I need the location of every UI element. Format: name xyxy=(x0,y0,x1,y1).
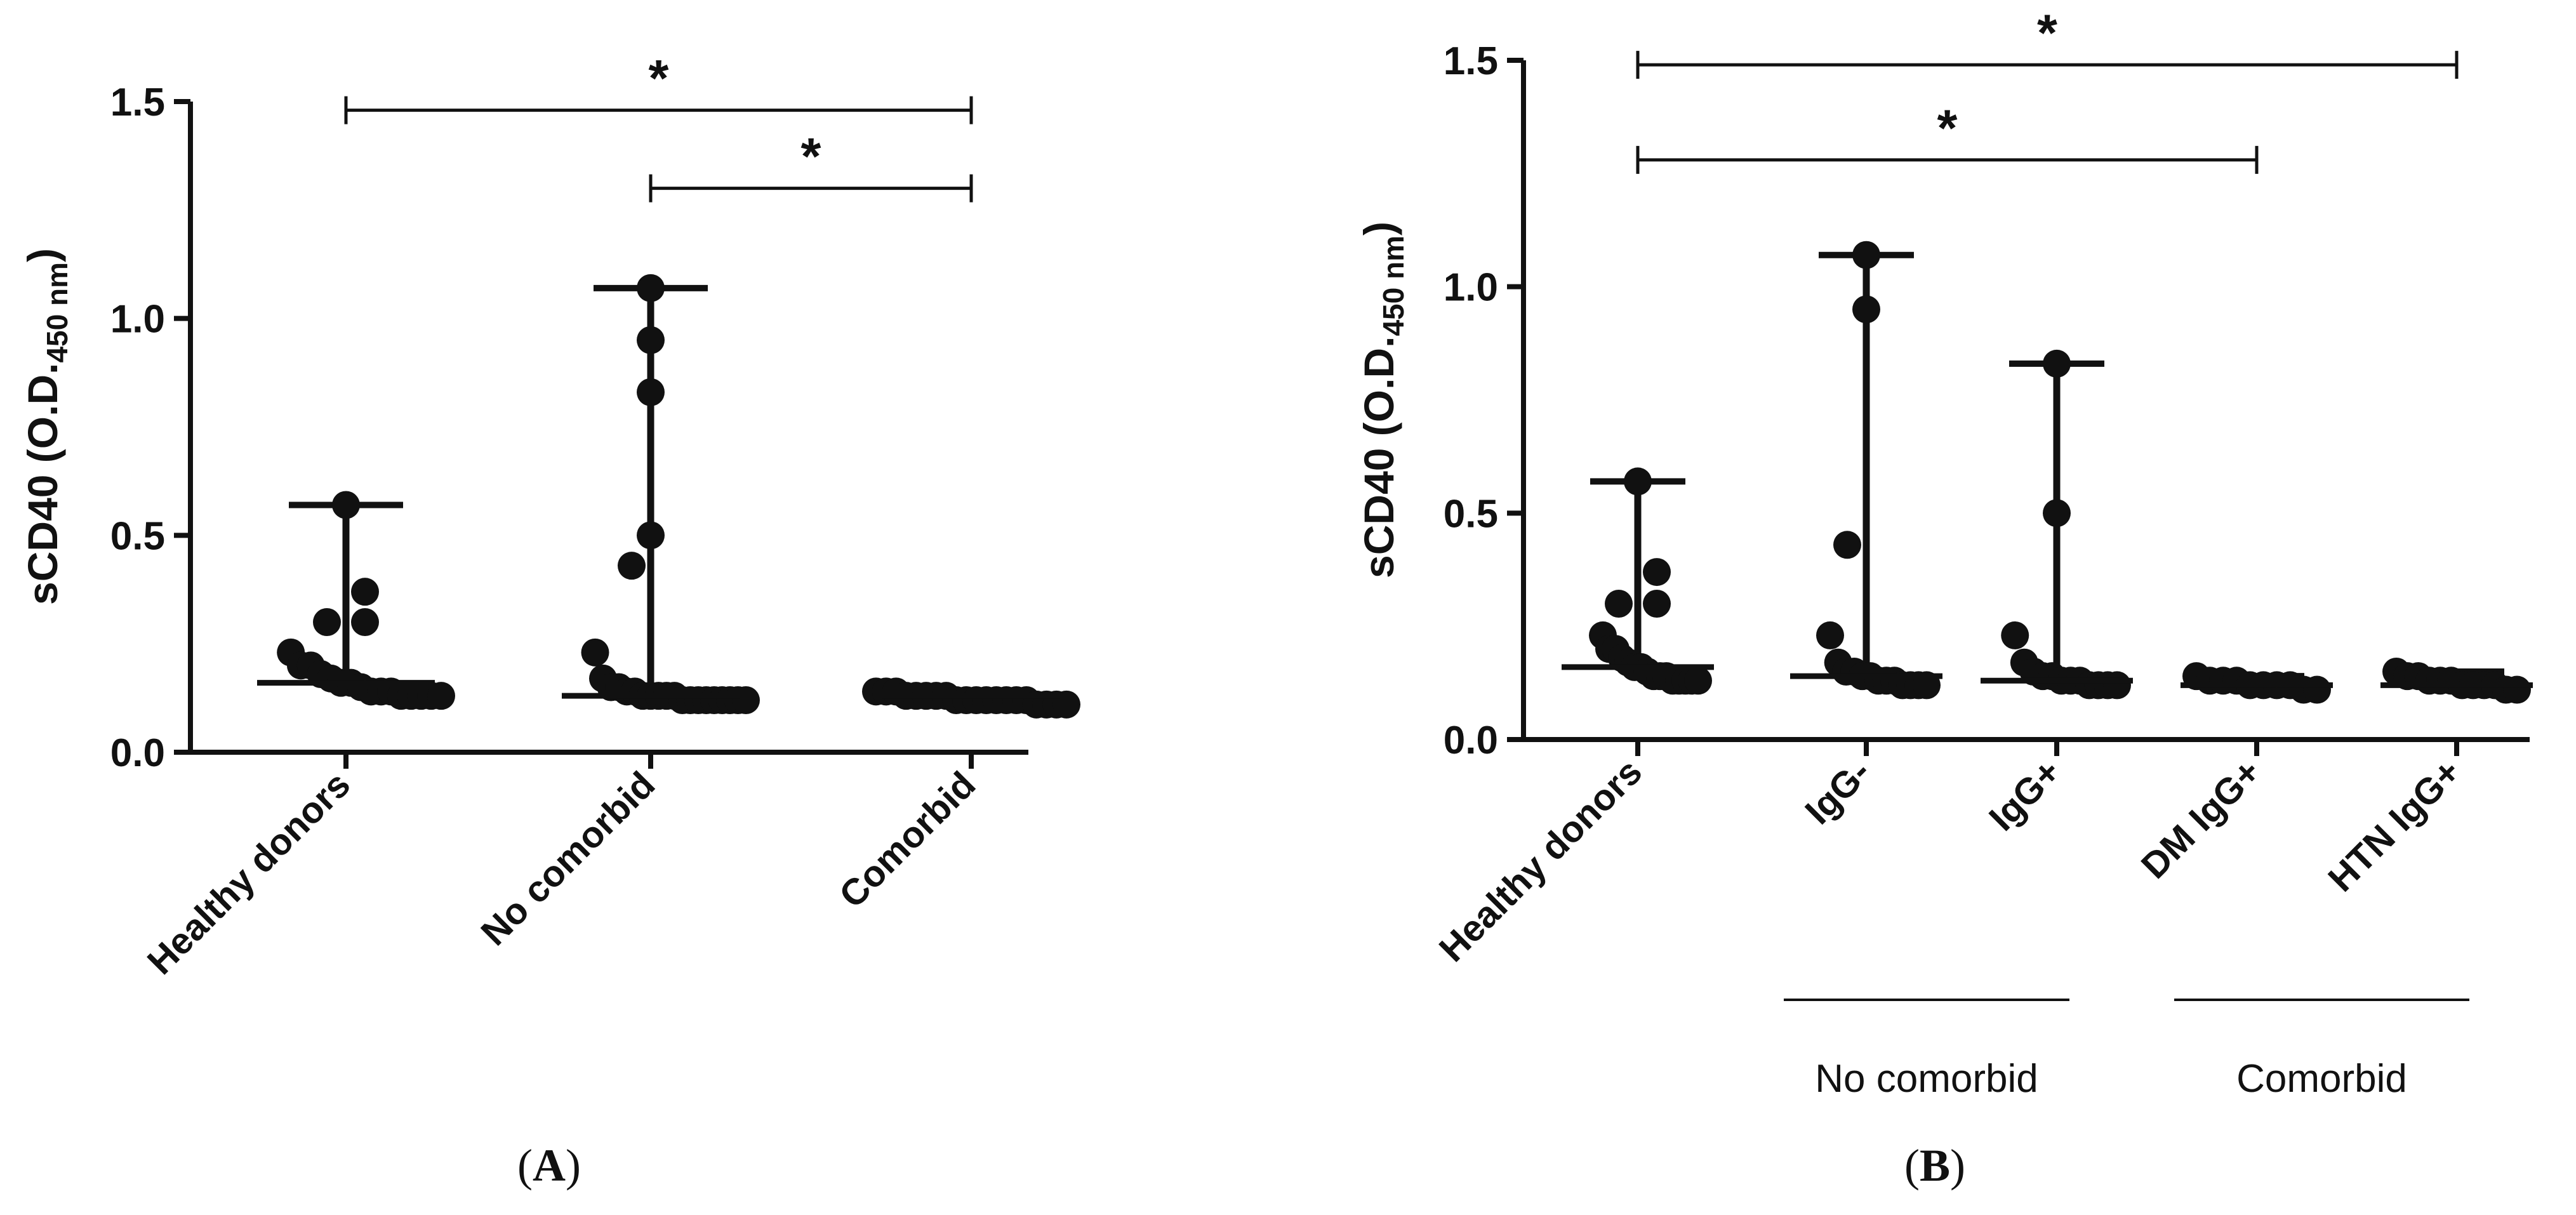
data-point xyxy=(637,326,665,354)
data-point xyxy=(2303,675,2331,704)
x-category-label: Healthy donors xyxy=(140,764,358,982)
y-tick-label: 0.5 xyxy=(110,514,165,558)
data-point xyxy=(313,608,341,636)
data-point xyxy=(637,378,665,406)
y-tick-label: 1.5 xyxy=(110,81,165,124)
significance-star: * xyxy=(801,128,821,186)
data-point xyxy=(1624,467,1652,496)
panel-a-chart: 0.0 0.5 1.0 1.5 sCD40 (O.D.450 nm) Healthy do… xyxy=(19,50,1080,983)
significance-star: * xyxy=(1937,100,1958,157)
x-category-label: IgG+ xyxy=(1981,751,2069,839)
data-point xyxy=(1852,295,1880,324)
data-point xyxy=(637,274,665,302)
data-point xyxy=(2043,499,2071,528)
data-point xyxy=(427,682,455,710)
data-point xyxy=(2503,675,2531,704)
y-tick-label: 0.0 xyxy=(110,731,165,775)
data-point xyxy=(1833,531,1861,559)
panel-b-label: (B) xyxy=(1904,1140,1965,1191)
data-point xyxy=(1643,590,1671,618)
data-point xyxy=(2043,349,2071,378)
x-category-label: DM IgG+ xyxy=(2134,751,2269,886)
group-label: No comorbid xyxy=(1815,1057,2038,1101)
y-tick-label: 1.0 xyxy=(1444,266,1498,310)
y-tick-label: 1.5 xyxy=(1444,39,1498,83)
y-tick-label: 0.5 xyxy=(1444,492,1498,536)
y-tick-label: 0.0 xyxy=(1444,719,1498,762)
data-point xyxy=(732,686,760,714)
data-point xyxy=(1852,241,1880,269)
x-category-label: Comorbid xyxy=(832,764,984,916)
data-point xyxy=(581,638,609,667)
significance-star: * xyxy=(649,50,669,108)
data-point xyxy=(2103,671,2131,700)
data-point xyxy=(351,578,379,606)
x-category-label: IgG- xyxy=(1797,751,1878,832)
y-axis-label: sCD40 (O.D.450 nm) xyxy=(1355,222,1410,578)
data-point xyxy=(1816,621,1844,649)
x-category-label: Healthy donors xyxy=(1431,751,1650,969)
group-label: Comorbid xyxy=(2236,1057,2407,1101)
data-point xyxy=(637,521,665,550)
y-axis-label: sCD40 (O.D.450 nm) xyxy=(19,248,74,605)
data-point xyxy=(1684,667,1712,695)
data-point xyxy=(2001,621,2029,649)
data-point xyxy=(332,491,360,519)
panel-b-chart: 0.0 0.5 1.0 1.5 sCD40 (O.D.450 nm) Healthy do… xyxy=(1355,4,2533,1101)
x-category-label: No comorbid xyxy=(473,764,663,953)
data-point xyxy=(351,608,379,636)
panel-a-label: (A) xyxy=(517,1140,581,1191)
y-tick-label: 1.0 xyxy=(110,298,165,342)
x-category-label: HTN IgG+ xyxy=(2320,751,2469,900)
significance-star: * xyxy=(2037,4,2057,62)
data-point xyxy=(618,552,646,580)
data-point xyxy=(1605,590,1633,618)
data-point xyxy=(1643,558,1671,587)
